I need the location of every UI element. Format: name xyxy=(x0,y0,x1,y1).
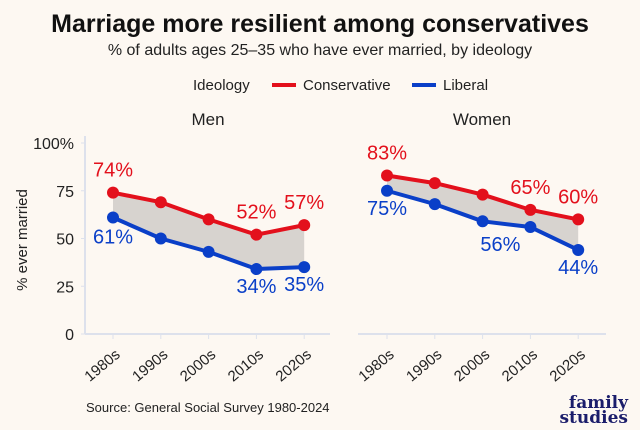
data-point-liberal xyxy=(476,215,489,228)
legend-label-liberal: Liberal xyxy=(443,77,488,94)
y-tick-label: 25 xyxy=(56,279,74,296)
legend: Ideology Conservative Liberal xyxy=(193,77,488,94)
y-tick-label: 100% xyxy=(33,136,74,153)
data-point-conservative xyxy=(250,228,263,241)
x-tick-label: 1980s xyxy=(355,346,397,385)
y-tick-label: 50 xyxy=(56,232,74,249)
data-point-liberal xyxy=(381,184,393,197)
data-point-liberal xyxy=(154,232,167,245)
legend-title: Ideology xyxy=(193,77,250,94)
data-label-conservative: 60% xyxy=(558,186,598,208)
chart-subtitle: % of adults ages 25–35 who have ever mar… xyxy=(107,42,533,59)
data-point-liberal xyxy=(107,211,119,224)
data-point-conservative xyxy=(381,169,393,182)
data-point-conservative xyxy=(524,203,537,216)
data-point-conservative xyxy=(428,177,441,190)
data-point-conservative xyxy=(107,186,119,199)
x-tick-label: 2020s xyxy=(273,346,315,385)
x-tick-label: 2010s xyxy=(225,346,267,385)
x-tick-label: 2020s xyxy=(547,346,589,385)
data-label-conservative: 83% xyxy=(367,142,407,164)
data-point-liberal xyxy=(572,243,585,256)
data-label-conservative: 74% xyxy=(93,160,133,182)
data-point-conservative xyxy=(202,213,215,226)
data-point-conservative xyxy=(298,219,311,232)
x-tick-label: 1990s xyxy=(129,346,171,385)
data-point-liberal xyxy=(250,263,263,276)
data-point-liberal xyxy=(428,198,441,211)
data-label-liberal: 61% xyxy=(93,226,133,248)
y-axis-label: % ever married xyxy=(14,189,31,291)
data-label-liberal: 75% xyxy=(367,198,407,220)
data-label-liberal: 34% xyxy=(236,276,276,298)
gap-area xyxy=(113,192,305,270)
panel-title: Women xyxy=(453,110,511,129)
chart-title: Marriage more resilient among conservati… xyxy=(51,10,589,38)
family-studies-logo: family studies xyxy=(559,393,628,428)
data-point-liberal xyxy=(524,221,537,234)
data-label-liberal: 35% xyxy=(284,274,324,296)
x-tick-label: 1980s xyxy=(81,346,123,385)
data-point-liberal xyxy=(298,261,311,274)
data-point-conservative xyxy=(154,196,167,209)
data-point-liberal xyxy=(202,245,215,258)
data-label-conservative: 57% xyxy=(284,192,324,214)
x-tick-label: 2010s xyxy=(499,346,541,385)
x-tick-label: 2000s xyxy=(451,346,493,385)
data-label-conservative: 52% xyxy=(236,202,276,224)
source-note: Source: General Social Survey 1980-2024 xyxy=(86,400,330,415)
data-point-conservative xyxy=(572,213,585,226)
data-label-conservative: 65% xyxy=(510,177,550,199)
x-tick-label: 2000s xyxy=(177,346,219,385)
y-tick-label: 75 xyxy=(56,184,74,201)
gap-area xyxy=(387,175,579,250)
legend-label-conservative: Conservative xyxy=(303,77,391,94)
data-label-liberal: 44% xyxy=(558,257,598,279)
panel-title: Men xyxy=(191,110,224,129)
data-point-conservative xyxy=(476,188,489,201)
data-label-liberal: 56% xyxy=(480,234,520,256)
x-tick-label: 1990s xyxy=(403,346,445,385)
y-tick-label: 0 xyxy=(65,327,74,344)
